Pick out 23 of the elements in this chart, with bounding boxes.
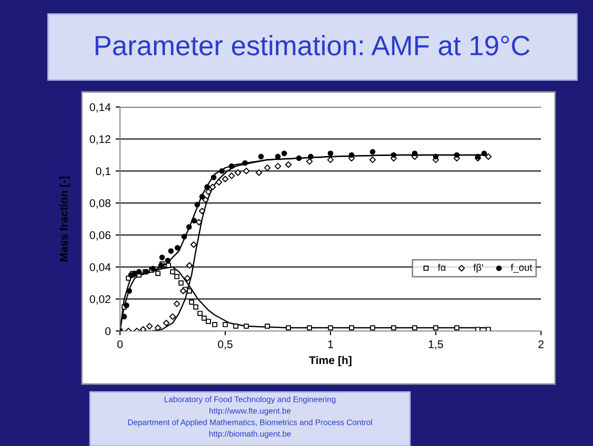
y-tick-label: 0,06	[90, 231, 110, 240]
y-tick-label: 0	[105, 327, 111, 336]
legend-label: f_out	[510, 264, 532, 273]
text: http://biomath.ugent.be	[209, 430, 291, 438]
legend-label: fβ'	[473, 264, 483, 273]
y-tick-label: 0,02	[90, 295, 110, 304]
y-tick-label: 0,14	[90, 103, 111, 112]
text: Department of Applied Mathematics, Biometrics and Process Control	[128, 419, 372, 427]
text: Laboratory of Food Technology and Engineering	[164, 396, 336, 404]
y-tick-label: 0,08	[90, 199, 110, 208]
y-axis-title: Mass fraction [-]	[60, 176, 70, 262]
y-tick-label: 0,12	[90, 135, 110, 144]
text: http://www.fte.ugent.be	[210, 408, 291, 416]
x-tick-label: 0	[117, 340, 123, 348]
y-tick-label: 0,1	[96, 167, 110, 176]
x-tick-label: 2	[538, 340, 544, 348]
chart-title: Parameter estimation: AMF at 19°C	[96, 35, 530, 56]
x-tick-label: 0,5	[218, 340, 233, 350]
x-axis-title: Time [h]	[309, 356, 352, 366]
x-tick-label: 1	[328, 340, 334, 348]
legend-label: fα	[438, 264, 446, 271]
y-tick-label: 0,04	[90, 263, 111, 272]
x-tick-label: 1,5	[428, 340, 444, 350]
